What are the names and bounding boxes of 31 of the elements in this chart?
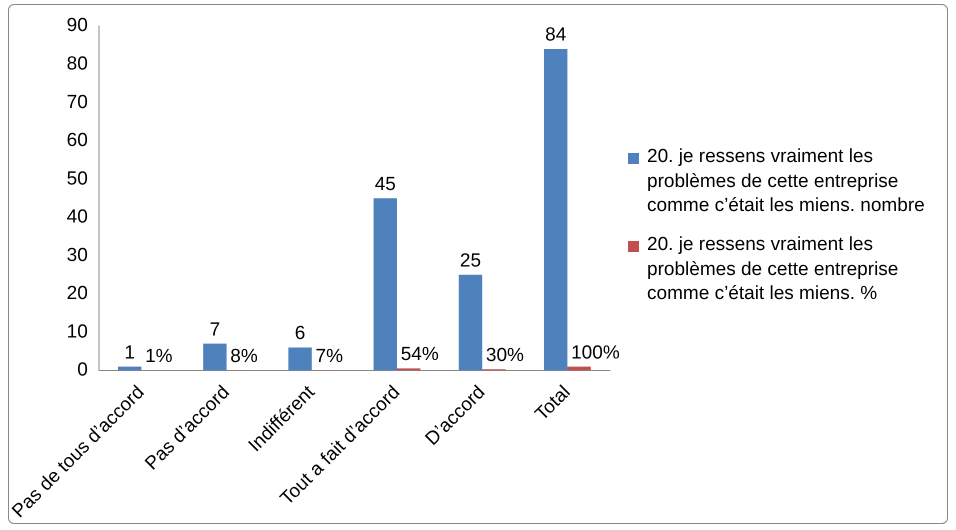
- y-tick-label: 10: [66, 321, 88, 342]
- y-tick-label: 80: [66, 54, 88, 74]
- y-tick-label: 90: [66, 15, 88, 36]
- y-tick-label: 50: [66, 168, 88, 190]
- data-label: 54%: [400, 344, 439, 366]
- y-tick-label: 70: [66, 92, 88, 113]
- data-label: 45: [374, 174, 396, 195]
- data-label: 25: [460, 250, 482, 272]
- legend-label: 20. je ressens vraiment les problèmes de cette entreprise comme c’était les miens. nombre: [647, 145, 926, 218]
- data-label: 30%: [486, 344, 524, 366]
- y-tick-label: 20: [66, 283, 88, 304]
- bar: [544, 48, 568, 370]
- bar: [458, 274, 482, 370]
- y-tick-label: 0: [77, 360, 88, 381]
- y-tick-label: 60: [66, 130, 88, 152]
- bar: [118, 366, 142, 370]
- y-tick-label: 30: [66, 244, 88, 266]
- bar: [288, 347, 312, 370]
- data-label: 8%: [230, 346, 258, 367]
- bar: [374, 198, 397, 370]
- data-label: 1%: [145, 346, 173, 368]
- bar: [567, 366, 591, 370]
- data-label: 7%: [316, 346, 344, 367]
- data-label: 7: [210, 319, 220, 340]
- y-tick-label: 40: [66, 206, 88, 228]
- bar: [203, 344, 227, 370]
- data-label: 100%: [571, 342, 620, 364]
- data-label: 84: [545, 24, 567, 46]
- data-label: 6: [294, 323, 306, 344]
- data-label: 1: [124, 342, 135, 364]
- legend-label: 20. je ressens vraiment les problèmes de cette entreprise comme c’était les miens. %: [647, 233, 900, 306]
